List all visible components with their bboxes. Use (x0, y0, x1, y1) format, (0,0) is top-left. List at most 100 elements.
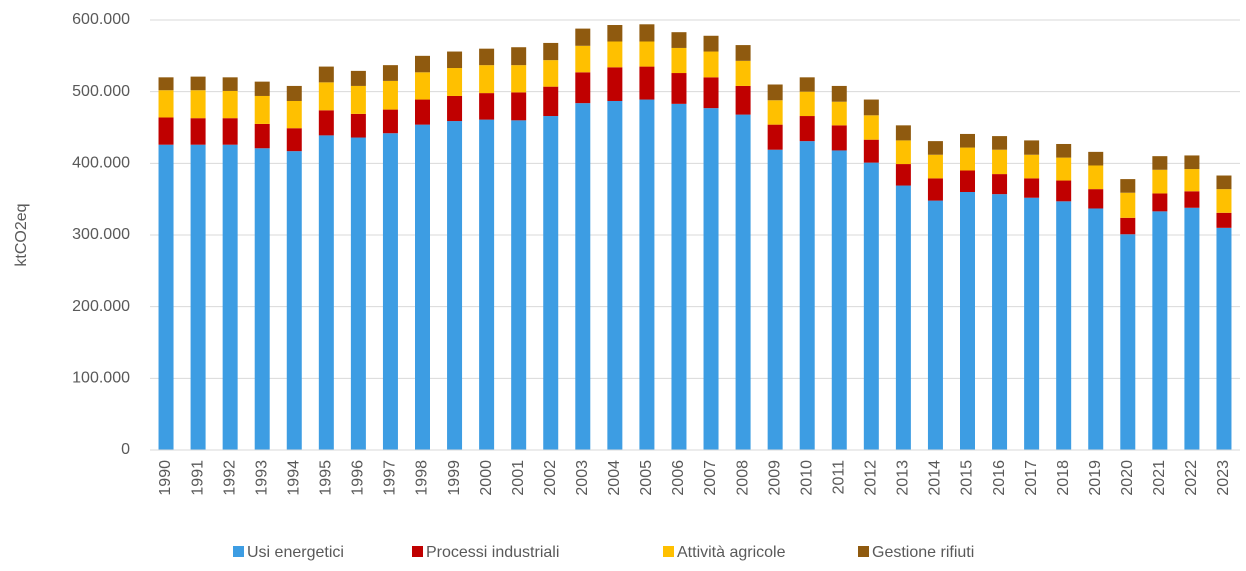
bar-segment (1088, 151, 1104, 166)
x-tick-label: 2017 (1023, 460, 1040, 496)
bar-segment (607, 25, 623, 42)
bar-segment (318, 66, 334, 83)
x-tick-label: 2015 (959, 460, 976, 496)
bar-segment (1216, 189, 1232, 213)
bar-segment (1120, 234, 1136, 450)
bar-segment (895, 185, 911, 451)
y-tick-label: 400.000 (72, 155, 130, 172)
x-tick-label: 2023 (1215, 460, 1232, 496)
bar-segment (863, 115, 879, 140)
bar-segment (543, 60, 559, 87)
bar-segment (703, 51, 719, 78)
bar-segment (479, 65, 495, 94)
bar-segment (1120, 192, 1136, 218)
x-tick-label: 2018 (1055, 460, 1072, 496)
bar-segment (1152, 169, 1168, 194)
bar-segment (992, 194, 1008, 450)
bar-segment (1024, 178, 1040, 198)
bar-segment (575, 103, 591, 450)
bar-segment (286, 85, 302, 101)
bar-segment (254, 95, 270, 124)
bar-segment (415, 72, 430, 100)
bar-segment (1056, 180, 1072, 202)
bar-segment (318, 110, 334, 136)
bar-segment (222, 144, 238, 450)
bar-segment (639, 41, 655, 67)
bar-segment (382, 109, 398, 134)
bar-segment (671, 47, 687, 74)
y-tick-label: 0 (121, 441, 130, 458)
bar-segment (799, 91, 815, 117)
x-tick-label: 2009 (766, 460, 783, 496)
x-tick-label: 2006 (670, 460, 687, 496)
bar-segment (158, 144, 174, 450)
legend-swatch (663, 546, 674, 557)
bar-segment (158, 117, 174, 145)
bar-segment (479, 119, 495, 450)
bar-segment (863, 139, 879, 163)
bar-segment (190, 118, 206, 145)
bar-segment (190, 90, 206, 119)
legend-swatch (858, 546, 869, 557)
bar-segment (350, 70, 366, 86)
bar-segment (479, 93, 495, 120)
bar-segment (831, 125, 847, 151)
bar-segment (575, 45, 591, 73)
x-tick-label: 2013 (895, 460, 912, 496)
bar-segment (831, 85, 847, 102)
legend-label: Processi industriali (426, 544, 559, 561)
bar-segment (607, 41, 623, 68)
bar-segment (286, 151, 302, 450)
bar-segment (1088, 189, 1104, 209)
bar-segment (1184, 191, 1200, 208)
bar-segment (1088, 165, 1104, 190)
bar-segment (158, 77, 174, 91)
bar-segment (254, 81, 270, 96)
x-tick-label: 2016 (991, 460, 1008, 496)
bar-segment (927, 178, 943, 201)
bar-segment (735, 60, 751, 86)
bar-segment (350, 113, 366, 138)
bar-segment (799, 116, 815, 142)
bar-segment (382, 133, 398, 450)
x-tick-label: 2007 (702, 460, 719, 496)
bar-segment (927, 200, 943, 450)
bar-segment (767, 124, 783, 150)
x-tick-label: 2000 (478, 460, 495, 496)
x-tick-label: 2010 (798, 460, 815, 496)
bar-segment (1184, 207, 1200, 450)
bar-segment (639, 66, 655, 100)
bar-segment (1216, 175, 1232, 190)
bar-segment (927, 154, 943, 179)
legend-label: Usi energetici (247, 544, 344, 561)
bar-segment (1056, 201, 1072, 450)
bar-segment (575, 72, 591, 104)
x-tick-label: 1995 (318, 460, 335, 496)
bar-segment (799, 77, 815, 92)
x-tick-label: 2011 (830, 460, 847, 495)
bar-segment (511, 92, 527, 121)
y-tick-label: 500.000 (72, 83, 130, 100)
bar-segment (1024, 197, 1040, 450)
bar-segment (222, 77, 238, 91)
bar-segment (831, 101, 847, 126)
bar-segment (960, 133, 975, 148)
bar-segment (350, 85, 366, 114)
bar-segment (415, 99, 430, 125)
bar-segment (222, 118, 238, 145)
x-tick-label: 2022 (1183, 460, 1200, 496)
bar-segment (960, 170, 975, 192)
bar-segment (863, 99, 879, 116)
bar-segment (863, 162, 879, 450)
bar-segment (639, 24, 655, 42)
bar-segment (703, 35, 719, 52)
bar-segment (543, 116, 559, 451)
bar-segment (447, 68, 463, 96)
x-tick-label: 2008 (734, 460, 751, 496)
x-tick-label: 1994 (285, 460, 302, 496)
bar-segment (992, 174, 1008, 195)
x-tick-label: 1999 (446, 460, 463, 496)
legend-label: Gestione rifiuti (872, 544, 974, 561)
bar-segment (1152, 156, 1168, 170)
